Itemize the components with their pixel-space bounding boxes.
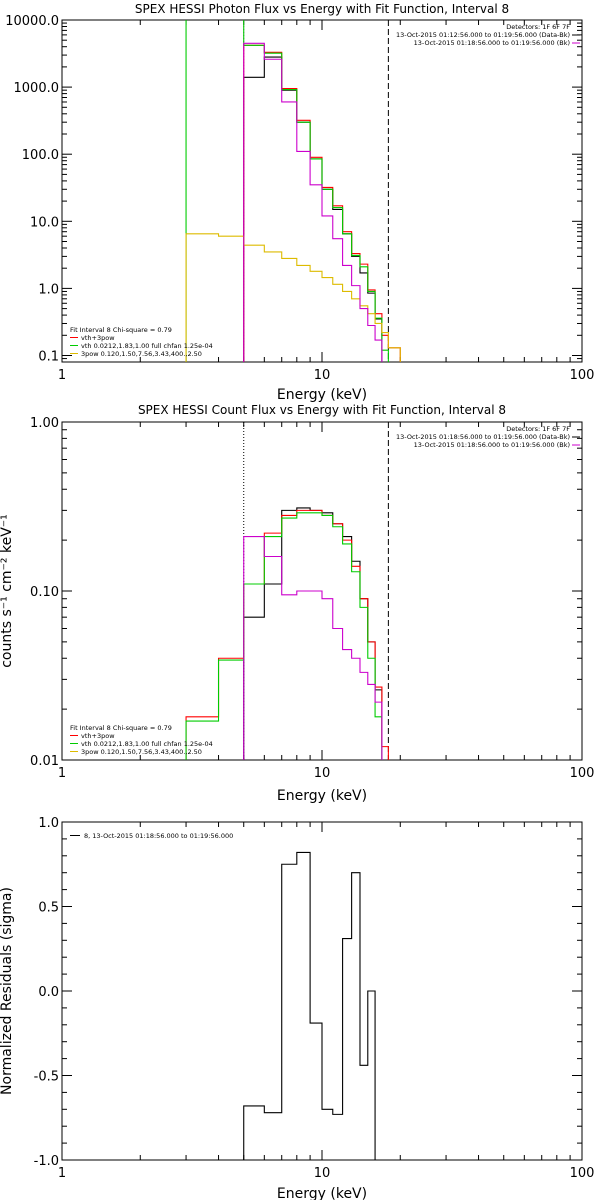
legend-entry: 8, 13-Oct-2015 01:18:56.000 to 01:19:56.… bbox=[84, 832, 233, 840]
series-group bbox=[185, 507, 389, 760]
y-tick-label: 0.1 bbox=[38, 349, 59, 364]
legend-entry: vth 0.0212,1.83,1.00 full chfan 1.25e-04 bbox=[81, 740, 213, 748]
chart-title: SPEX HESSI Count Flux vs Energy with Fit… bbox=[138, 403, 506, 417]
chart-2: SPEX HESSI Count Flux vs Energy with Fit… bbox=[0, 403, 594, 804]
series-group bbox=[243, 851, 383, 1160]
y-tick-label: 10000.0 bbox=[5, 14, 59, 29]
data-time-range: 13-Oct-2015 01:12:56.000 to 01:19:56.000… bbox=[396, 31, 570, 39]
series-line-data-bk bbox=[243, 56, 383, 362]
data-time-range: 13-Oct-2015 01:18:56.000 to 01:19:56.000… bbox=[396, 433, 570, 441]
series-line-vth bbox=[185, 20, 389, 362]
chart-1: SPEX HESSI Photon Flux vs Energy with Fi… bbox=[5, 2, 595, 403]
detector-info: Detectors: 1F 6F 7F bbox=[506, 23, 570, 31]
legend-header: Fit Interval 8 Chi-square = 0.79 bbox=[70, 326, 172, 334]
x-tick-label: 10 bbox=[314, 368, 331, 383]
series-group bbox=[185, 20, 401, 362]
legend-header: Fit Interval 8 Chi-square = 0.79 bbox=[70, 724, 172, 732]
y-tick-label: 0.01 bbox=[30, 754, 59, 769]
y-tick-label: -0.5 bbox=[34, 1070, 59, 1085]
y-tick-label: -1.0 bbox=[34, 1154, 59, 1169]
series-line-vth-3pow bbox=[185, 509, 389, 760]
series-line-data bbox=[243, 42, 383, 362]
y-axis-label: counts s⁻¹ cm⁻² keV⁻¹ bbox=[0, 514, 15, 668]
y-tick-label: 1.0 bbox=[38, 816, 59, 831]
series-line-vth bbox=[185, 512, 383, 760]
y-tick-label: 1.0 bbox=[38, 282, 59, 297]
y-tick-label: 10.0 bbox=[30, 215, 59, 230]
chart-title: SPEX HESSI Photon Flux vs Energy with Fi… bbox=[135, 2, 509, 16]
bk-time-range: 13-Oct-2015 01:18:56.000 to 01:19:56.000… bbox=[414, 39, 570, 47]
x-axis-label: Energy (keV) bbox=[277, 788, 367, 804]
y-tick-label: 1000.0 bbox=[14, 81, 60, 96]
legend-entry: vth+3pow bbox=[81, 334, 115, 342]
legend-entry: 3pow 0.120,1.50,7.56,3.43,400.,2.50 bbox=[81, 748, 202, 756]
legend-entry: 3pow 0.120,1.50,7.56,3.43,400.,2.50 bbox=[81, 350, 202, 358]
x-axis-label: Energy (keV) bbox=[277, 1186, 367, 1200]
x-tick-label: 100 bbox=[570, 766, 595, 781]
y-tick-label: 0.10 bbox=[30, 585, 59, 600]
x-tick-label: 1 bbox=[58, 766, 66, 781]
x-tick-label: 1 bbox=[58, 1166, 66, 1181]
x-tick-label: 10 bbox=[314, 1166, 331, 1181]
series-line-3pow bbox=[185, 233, 401, 362]
x-tick-label: 10 bbox=[314, 766, 331, 781]
legend-entry: vth+3pow bbox=[81, 732, 115, 740]
x-tick-label: 100 bbox=[570, 368, 595, 383]
y-axis-label: Normalized Residuals (sigma) bbox=[0, 887, 15, 1095]
y-tick-label: 0.5 bbox=[38, 901, 59, 916]
chart-3: 1 10 100 Energy (keV) -1.0 -0.5 0.0 0.5 1.0 Norma… bbox=[0, 816, 594, 1200]
legend-entry: vth 0.0212,1.83,1.00 full chfan 1.25e-04 bbox=[81, 342, 213, 350]
series-line-residual-0 bbox=[243, 851, 383, 1160]
y-tick-label: 0.0 bbox=[38, 985, 59, 1000]
x-tick-label: 1 bbox=[58, 368, 66, 383]
detector-info: Detectors: 1F 6F 7F bbox=[506, 425, 570, 433]
y-tick-label: 100.0 bbox=[22, 148, 59, 163]
y-tick-label: 1.00 bbox=[30, 416, 59, 431]
x-tick-label: 100 bbox=[570, 1166, 595, 1181]
x-axis-label: Energy (keV) bbox=[277, 387, 367, 403]
series-line-data bbox=[243, 535, 383, 760]
bk-time-range: 13-Oct-2015 01:18:56.000 to 01:19:56.000… bbox=[414, 441, 570, 449]
